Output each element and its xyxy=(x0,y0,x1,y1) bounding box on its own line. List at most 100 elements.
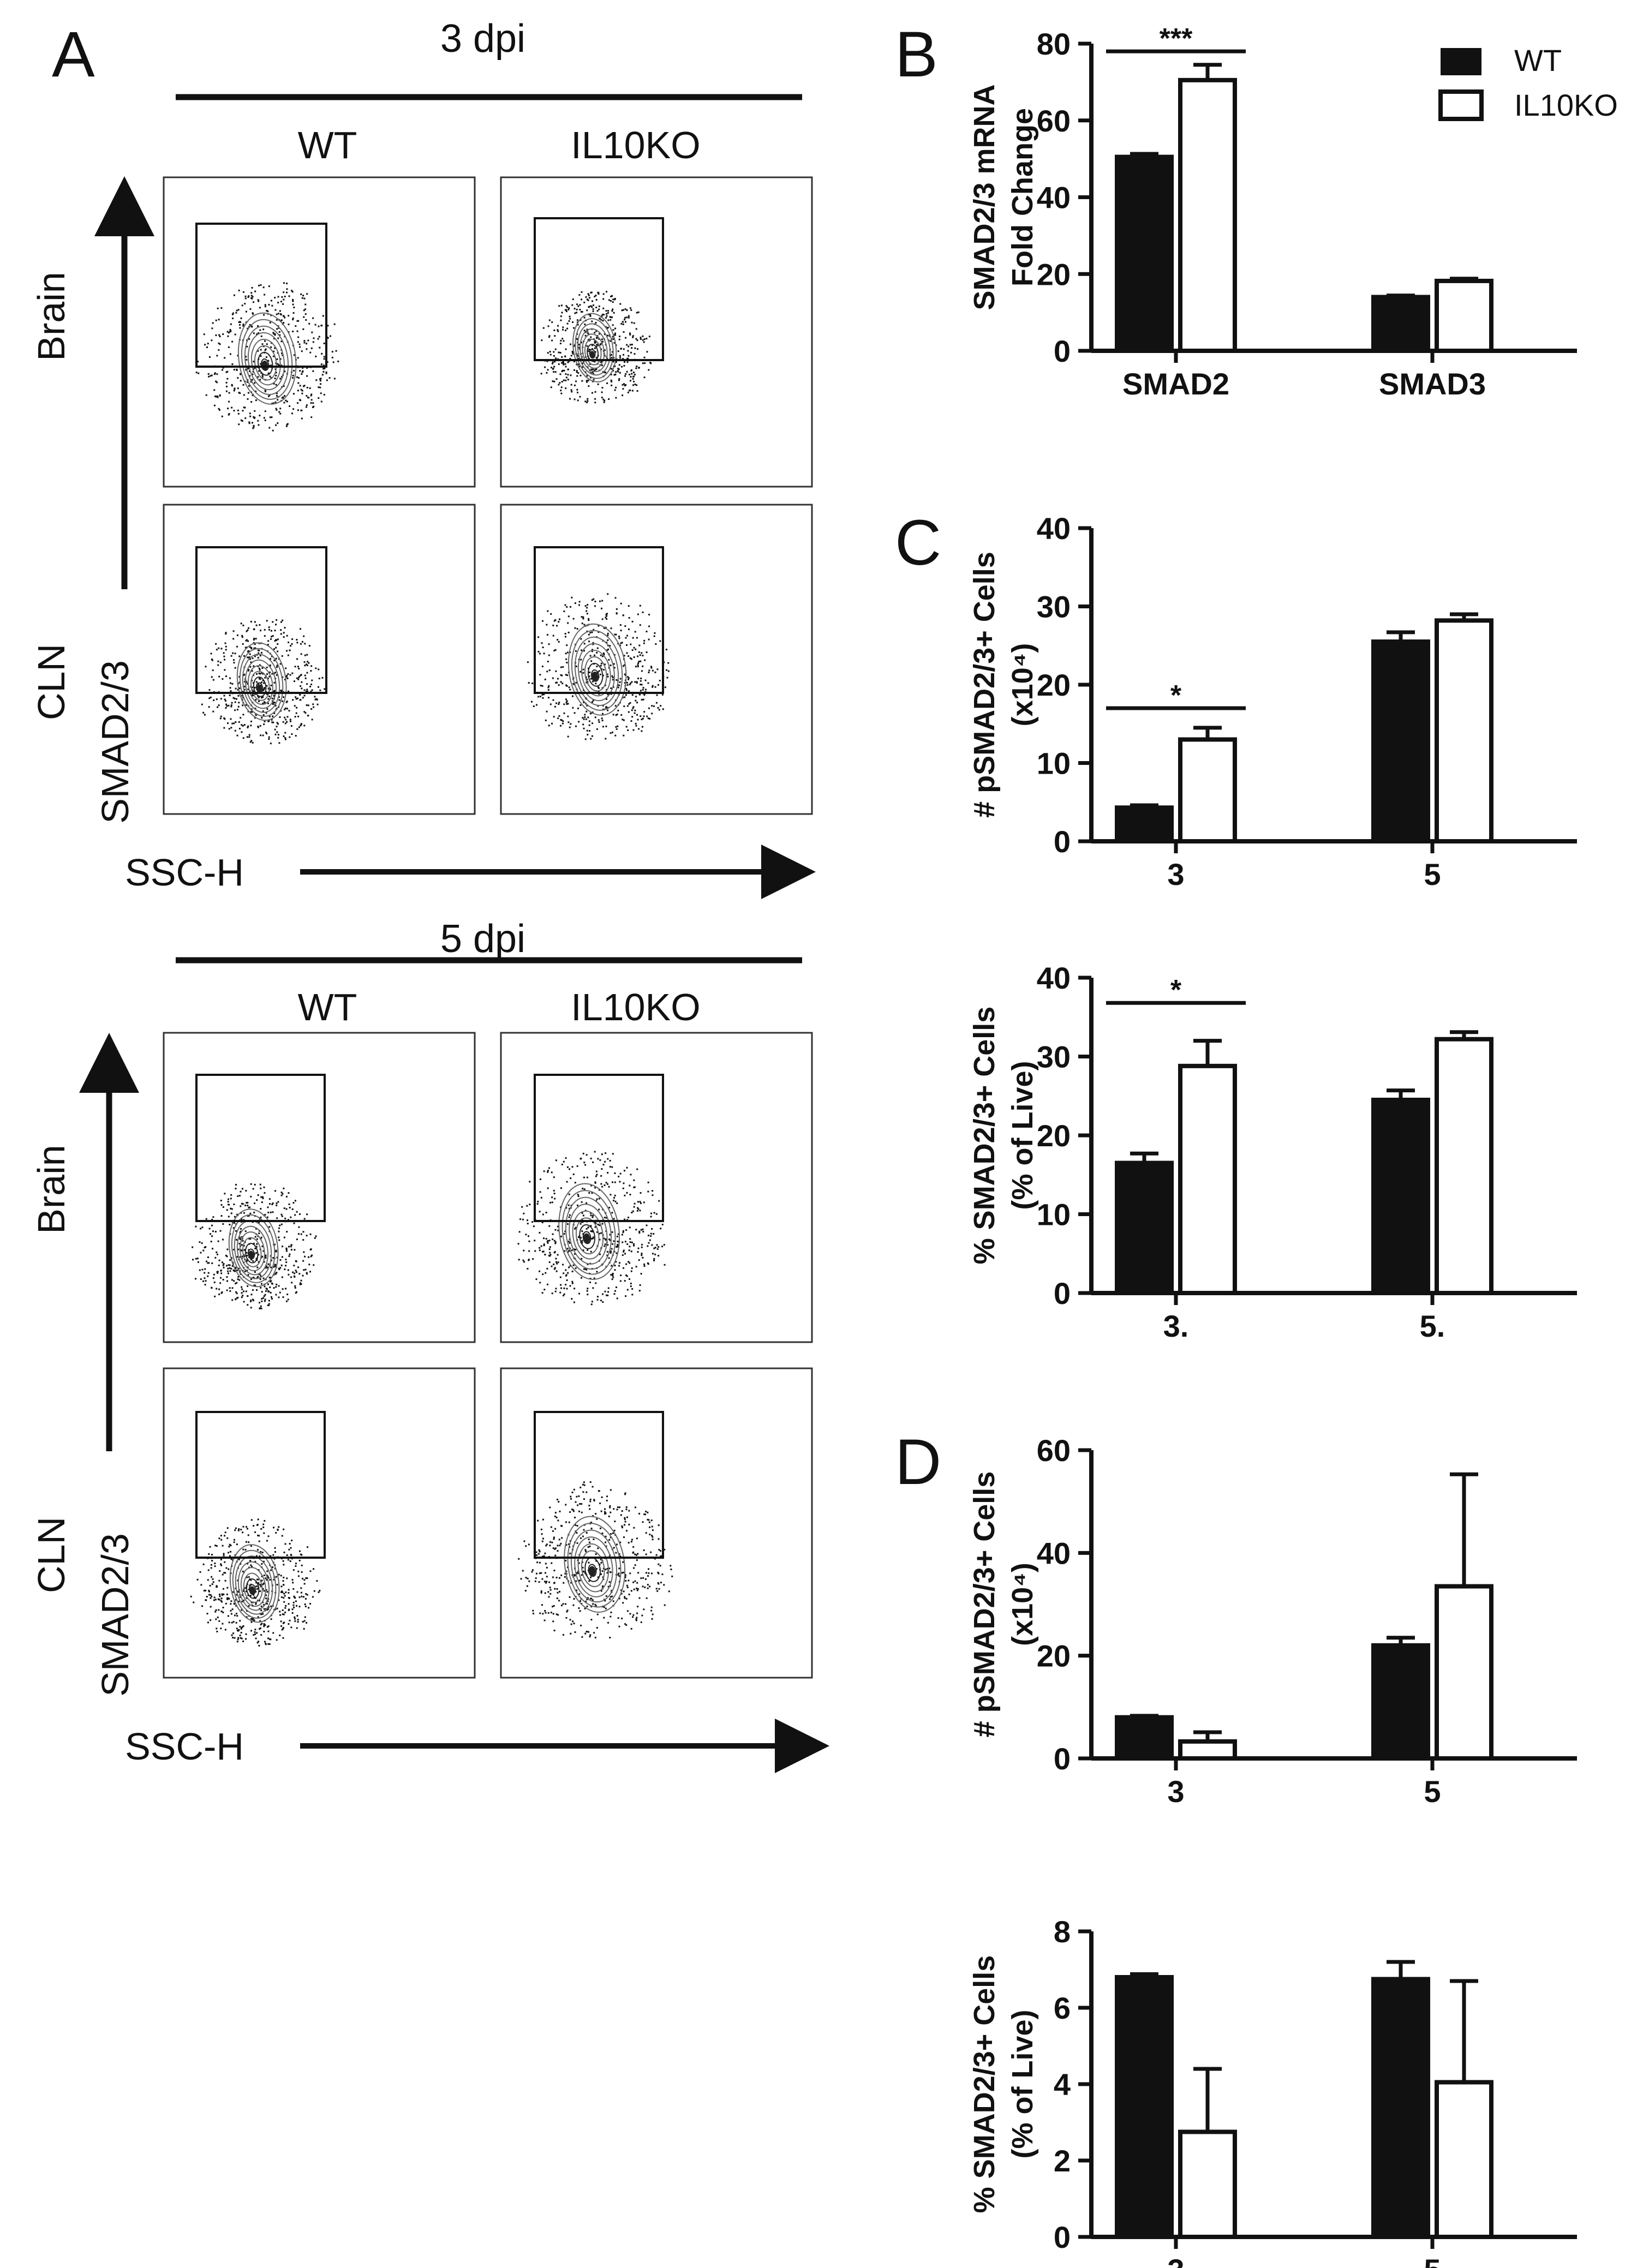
y-axis-label-line: (x10⁴) xyxy=(1006,1563,1039,1646)
density-contours xyxy=(558,1183,620,1280)
y-axis-label-3: SMAD2/3 xyxy=(94,660,136,824)
bar-il10ko-3 xyxy=(1178,2129,1237,2239)
bar-il10ko-5 xyxy=(1435,1037,1493,1295)
gate-box xyxy=(534,217,664,361)
bar-wt-3 xyxy=(1115,805,1174,844)
bar-il10ko-smad2 xyxy=(1178,77,1237,353)
col-label-il10ko-3: IL10KO xyxy=(571,124,700,166)
x-tick-label: 5 xyxy=(1424,1774,1441,1809)
y-tick-label: 6 xyxy=(1054,1991,1071,2025)
flow-plot-frame xyxy=(163,1367,476,1679)
y-tick-label: 10 xyxy=(1037,746,1071,781)
y-axis-label-line: (% of Live) xyxy=(1006,2009,1039,2158)
gate-box xyxy=(534,1411,664,1559)
significance-stars: * xyxy=(1170,680,1182,711)
bar-wt-5 xyxy=(1371,1977,1430,2239)
significance-stars: *** xyxy=(1160,23,1193,55)
x-tick-label: 3 xyxy=(1167,857,1184,891)
flow-plot xyxy=(500,504,813,815)
significance-stars: * xyxy=(1170,974,1182,1006)
x-tick-label: 3 xyxy=(1167,1774,1184,1809)
dpi-label-3: 3 dpi xyxy=(440,17,525,61)
bar-il10ko-5 xyxy=(1435,2080,1493,2239)
gate-box xyxy=(195,546,327,694)
y-axis-label-line: (x10⁴) xyxy=(1006,643,1039,727)
y-tick-label: 30 xyxy=(1037,1040,1071,1074)
chart-d-percent: 0 2 4 6 8 % SMAD2/3+ Cells(% of Live) 3 5 xyxy=(968,1914,1577,2268)
flow-plot xyxy=(500,1032,813,1343)
y-tick-label: 0 xyxy=(1054,1742,1071,1776)
bar-wt-smad3 xyxy=(1371,295,1430,353)
x-tick-label: SMAD2 xyxy=(1122,367,1229,401)
row-label-cln-3: CLN xyxy=(30,644,73,720)
y-axis-label-line: (% of Live) xyxy=(1006,1061,1039,1210)
bar-wt-5 xyxy=(1371,1097,1430,1295)
y-tick-label: 40 xyxy=(1037,181,1071,215)
bar-wt-3 xyxy=(1115,1160,1174,1295)
x-tick-label: 5 xyxy=(1424,857,1441,891)
bar-il10ko-5 xyxy=(1435,618,1493,843)
bar-wt-smad2 xyxy=(1115,154,1174,353)
density-contours xyxy=(229,1544,280,1623)
gate-box xyxy=(195,223,327,368)
y-axis-label-line: Fold Change xyxy=(1006,108,1039,286)
x-tick-label: SMAD3 xyxy=(1379,367,1486,401)
flow-plot-frame xyxy=(163,1032,476,1343)
flow-plot xyxy=(163,504,476,815)
gate-box xyxy=(534,546,664,694)
y-tick-label: 0 xyxy=(1054,2220,1071,2254)
panel-letter-c: C xyxy=(895,507,941,579)
density-contours xyxy=(236,642,287,721)
y-tick-label: 30 xyxy=(1037,590,1071,624)
bar-il10ko-smad3 xyxy=(1435,278,1493,353)
flow-plot xyxy=(500,176,813,488)
event-dots xyxy=(517,1151,666,1306)
y-axis-label-line: SMAD2/3 mRNA xyxy=(968,84,1001,310)
bar-il10ko-3 xyxy=(1178,1063,1237,1295)
flow-plot-frame xyxy=(500,176,813,488)
bar-wt-5 xyxy=(1371,639,1430,843)
x-axis-label-5: SSC-H xyxy=(125,1725,244,1768)
flow-plot xyxy=(163,176,476,488)
chart-b: B 0 20 40 60 80 SMAD2/3 mRNA Fold Change SMAD2 SM… xyxy=(895,19,1577,401)
y-tick-label: 60 xyxy=(1037,104,1071,138)
density-contours xyxy=(564,1516,626,1613)
y-tick-label: 10 xyxy=(1037,1198,1071,1232)
density-contours xyxy=(572,313,617,382)
flow-plot xyxy=(500,1367,813,1679)
flow-plot-frame xyxy=(500,504,813,815)
y-axis-label-line: # pSMAD2/3+ Cells xyxy=(968,552,1001,818)
col-label-wt-5: WT xyxy=(298,986,357,1028)
bar-wt-3 xyxy=(1115,1975,1174,2239)
y-tick-label: 2 xyxy=(1054,2144,1071,2178)
bar-il10ko-5 xyxy=(1435,1584,1493,1761)
x-tick-label: 3. xyxy=(1163,1309,1189,1343)
event-dots xyxy=(518,1481,673,1639)
y-axis-label-line: % SMAD2/3+ Cells xyxy=(968,1007,1001,1265)
y-tick-label: 40 xyxy=(1037,961,1071,995)
y-axis-label-line: % SMAD2/3+ Cells xyxy=(968,1955,1001,2213)
gate-box xyxy=(195,1074,326,1222)
y-tick-label: 40 xyxy=(1037,1536,1071,1570)
gate-box xyxy=(534,1074,664,1222)
panel-a-letter: A xyxy=(52,19,95,91)
legend: WT IL10KO xyxy=(1438,43,1618,122)
flow-plot-frame xyxy=(500,1367,813,1679)
dpi-label-5: 5 dpi xyxy=(440,917,525,961)
legend-swatch-il10ko xyxy=(1438,89,1484,121)
density-contours xyxy=(567,623,627,716)
chart-c-percent: 0 10 20 30 40 % SMAD2/3+ Cells (% of Live) 3. 5.… xyxy=(968,961,1577,1343)
y-tick-label: 0 xyxy=(1054,334,1071,368)
col-label-wt-3: WT xyxy=(298,124,357,166)
flow-plot xyxy=(163,1367,476,1679)
panel-letter-d: D xyxy=(895,1426,941,1498)
bar-wt-3 xyxy=(1115,1715,1174,1761)
panel-a: A 3 dpi WT IL10KO Brain CLN SMAD2/3 SSC-… xyxy=(30,17,829,1773)
row-label-cln-5: CLN xyxy=(30,1517,73,1593)
flow-plot-frame xyxy=(163,504,476,815)
y-tick-label: 8 xyxy=(1054,1914,1071,1949)
y-tick-label: 4 xyxy=(1054,2067,1071,2102)
flow-block-5dpi: 5 dpi WT IL10KO Brain CLN SMAD2/3 SSC-H xyxy=(30,917,829,1773)
x-tick-label: 5 xyxy=(1424,2253,1441,2268)
